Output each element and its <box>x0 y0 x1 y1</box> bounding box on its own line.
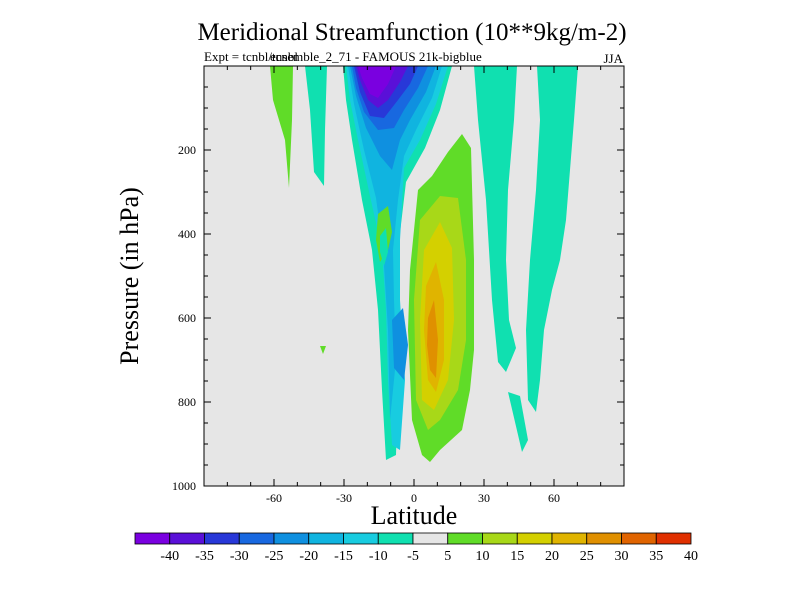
y-tick-label: 800 <box>178 395 196 409</box>
colorbar-swatch <box>447 532 483 545</box>
colorbar-swatch <box>343 532 379 545</box>
y-tick-label: 400 <box>178 227 196 241</box>
contour-fill <box>380 228 388 266</box>
colorbar-label: -10 <box>369 549 388 564</box>
colorbar-label: 5 <box>444 549 451 564</box>
contour-fill <box>305 66 327 186</box>
colorbar-swatch <box>169 532 205 545</box>
x-tick-label: 30 <box>478 491 490 505</box>
colorbar-label: 15 <box>510 549 524 564</box>
colorbar-swatch <box>586 532 622 545</box>
colorbar-label: -15 <box>334 549 353 564</box>
contour-fill <box>427 300 438 378</box>
x-tick-label: -30 <box>336 491 352 505</box>
experiment-label: Expt = tcnbl/tcnbl <box>204 49 298 64</box>
experiment-name: ensemble_2_71 - FAMOUS 21k-bigblue <box>270 49 482 64</box>
colorbar-swatch <box>377 532 414 545</box>
colorbar-swatch <box>204 532 240 545</box>
contour-fill <box>392 308 408 380</box>
y-tick-label: 600 <box>178 311 196 325</box>
colorbar-swatch <box>655 532 692 545</box>
colorbar-label: 35 <box>649 549 663 564</box>
colorbar-swatch <box>238 532 275 545</box>
colorbar-label: -30 <box>230 549 249 564</box>
x-tick-label: 0 <box>411 491 417 505</box>
y-axis-ticks: 1000 800 600 400 200 <box>172 65 624 493</box>
colorbar-swatch <box>516 532 553 545</box>
x-axis-ticks: -60 -30 0 30 60 <box>203 66 625 505</box>
contour-fill <box>348 66 442 420</box>
colorbar-label: -5 <box>407 549 419 564</box>
y-axis-label: Pressure (in hPa) <box>115 187 144 365</box>
contour-fill <box>474 66 517 372</box>
colorbar-label: -20 <box>299 549 318 564</box>
colorbar-label: 20 <box>545 549 559 564</box>
colorbar: -40 -35 -30 -25 -20 -15 -10 -5 5 10 15 20 25 30 35 40 <box>134 532 698 564</box>
contour-fill <box>270 66 293 188</box>
contour-fill <box>526 66 578 412</box>
colorbar-label: -35 <box>195 549 214 564</box>
x-axis-label: Latitude <box>371 501 458 530</box>
colorbar-label: -25 <box>265 549 284 564</box>
colorbar-swatch <box>621 532 657 545</box>
colorbar-swatch <box>551 532 588 545</box>
contour-fields <box>270 66 578 462</box>
colorbar-swatch <box>134 532 171 545</box>
colorbar-swatch <box>273 532 310 545</box>
y-tick-label: 1000 <box>172 479 196 493</box>
x-tick-label: -60 <box>266 491 282 505</box>
contour-fill <box>358 66 396 98</box>
chart-title: Meridional Streamfunction (10**9kg/m-2) <box>197 19 626 46</box>
x-tick-label: 60 <box>548 491 560 505</box>
colorbar-swatch <box>412 532 449 545</box>
colorbar-label: 30 <box>615 549 629 564</box>
colorbar-label: 10 <box>476 549 490 564</box>
y-tick-label: 200 <box>178 143 196 157</box>
colorbar-label: -40 <box>160 549 179 564</box>
colorbar-label: 40 <box>684 549 698 564</box>
contour-fill <box>508 392 528 452</box>
colorbar-swatch <box>308 532 344 545</box>
colorbar-label: 25 <box>580 549 594 564</box>
colorbar-swatch <box>482 532 518 545</box>
season-label: JJA <box>603 51 623 66</box>
contour-fill <box>320 346 326 354</box>
